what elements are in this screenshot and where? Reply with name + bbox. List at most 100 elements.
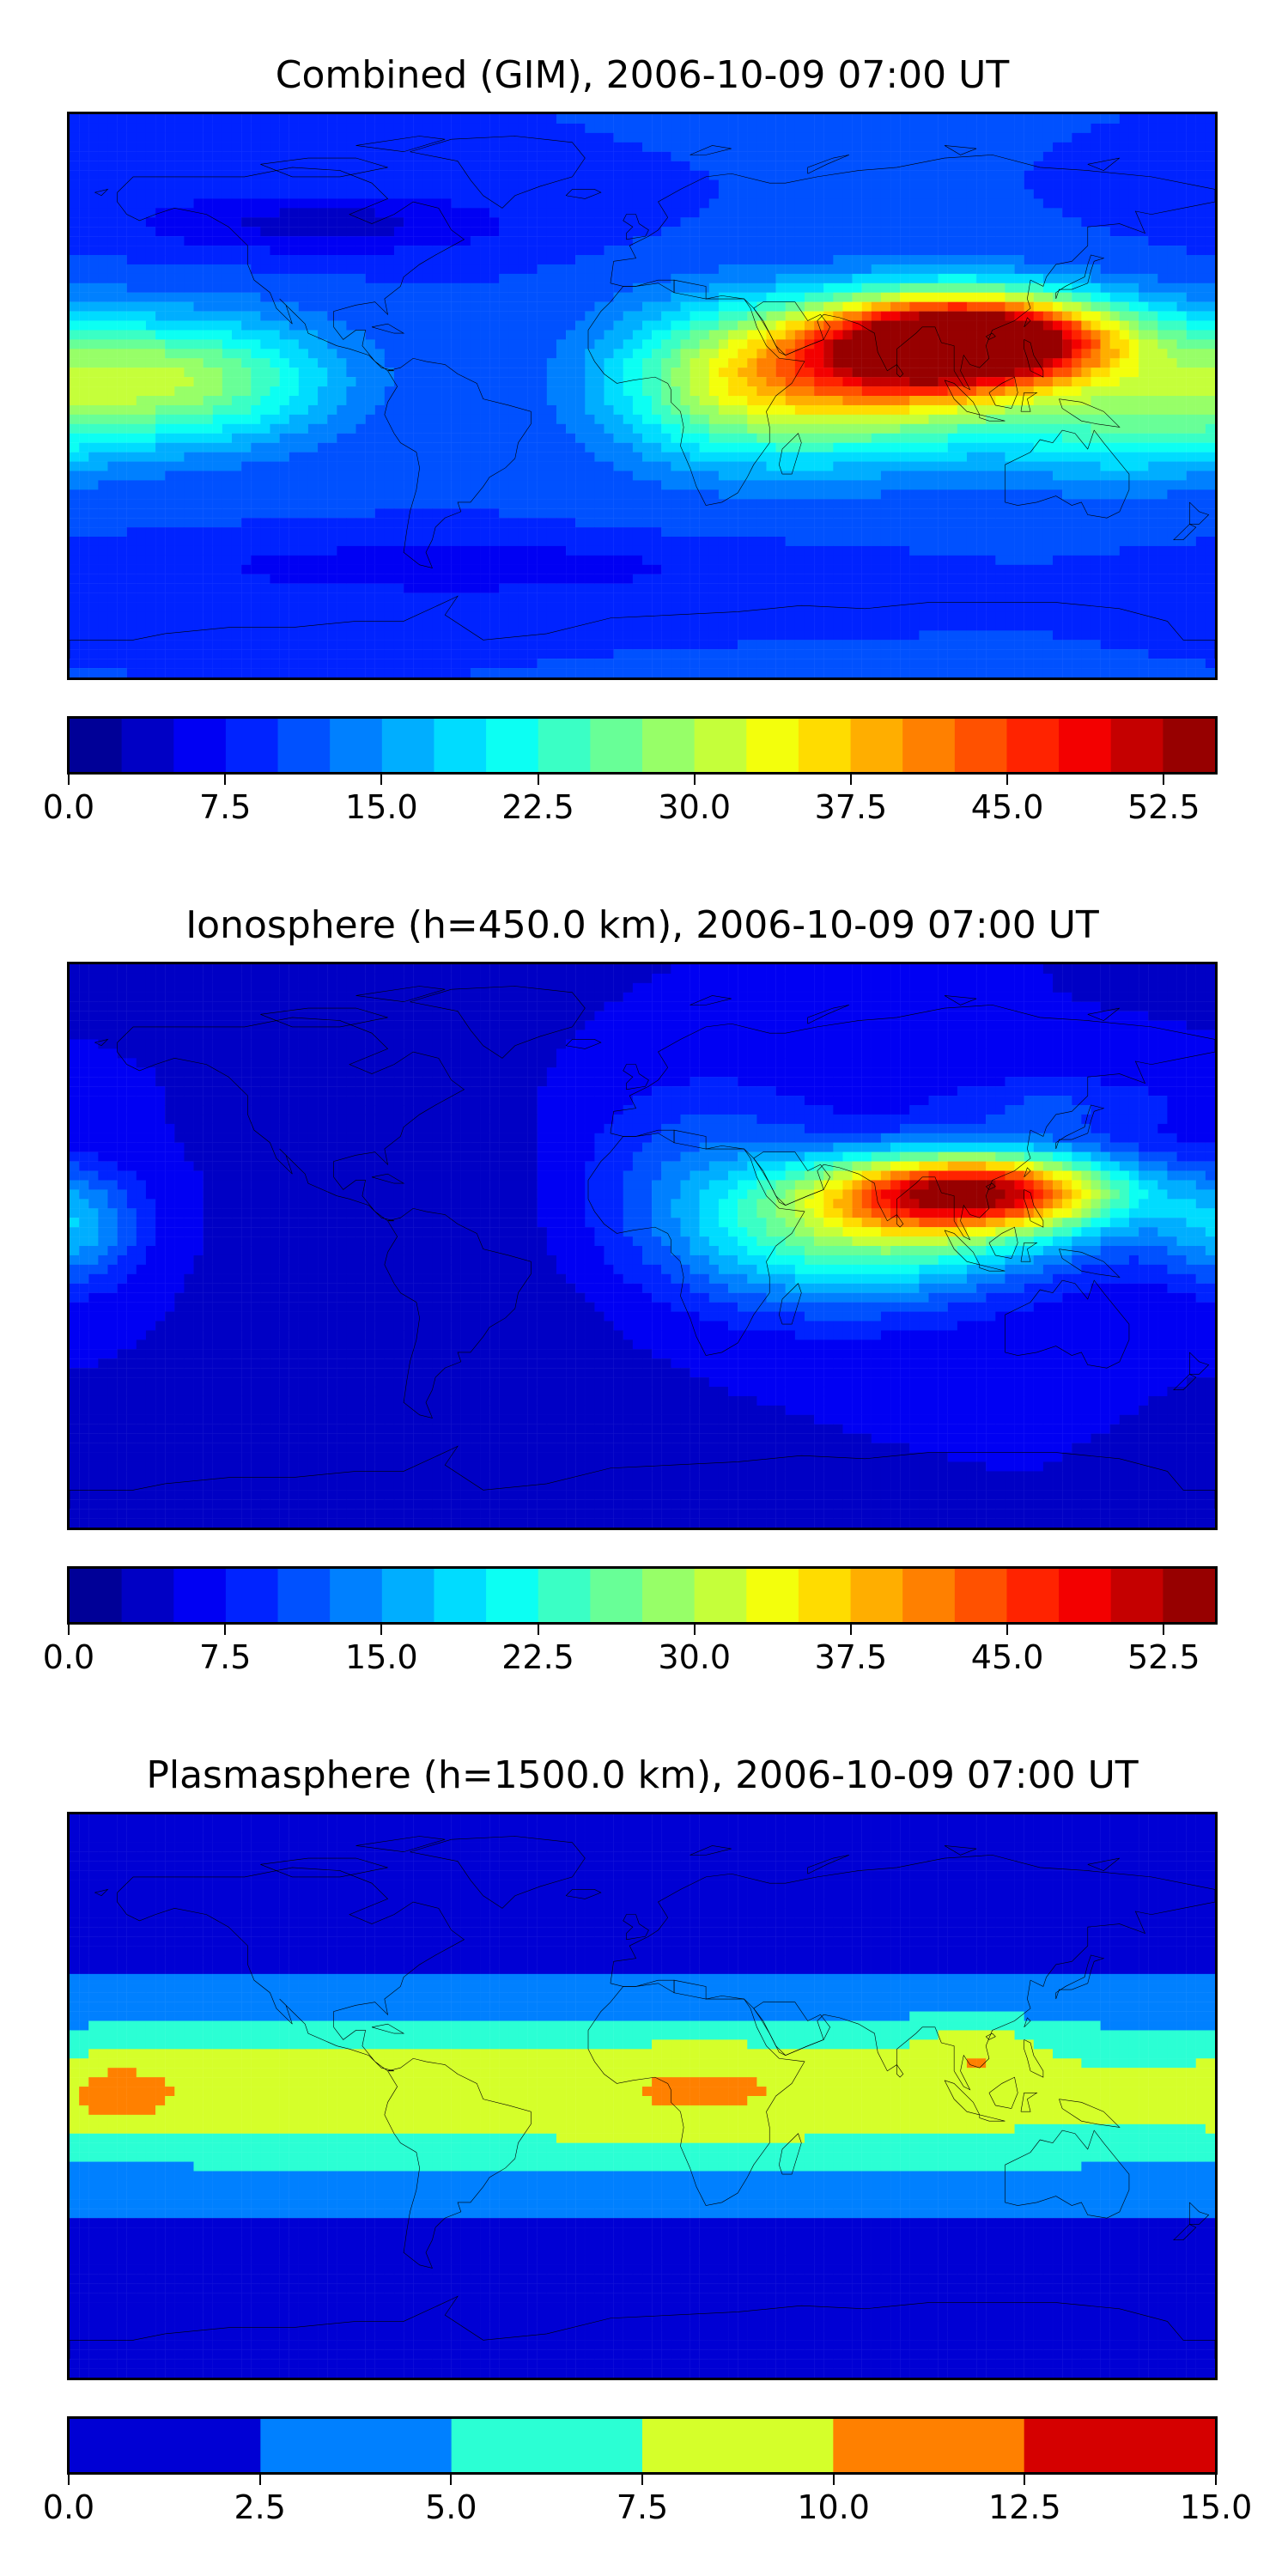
tec-map xyxy=(70,1814,1215,2378)
coastline xyxy=(808,1005,849,1024)
colorbar-level xyxy=(642,2419,834,2472)
coastline xyxy=(754,2002,830,2056)
colorbar-tick xyxy=(68,775,70,785)
coastlines xyxy=(70,1837,1215,2360)
coastline xyxy=(808,1855,849,1874)
coastline xyxy=(566,1039,601,1048)
colorbar-tick-label: 7.5 xyxy=(617,2488,668,2526)
coastline xyxy=(1189,502,1208,525)
colorbar-tick-label: 0.0 xyxy=(43,1638,94,1676)
colorbar xyxy=(67,716,1218,775)
colorbar-tick xyxy=(1163,1625,1165,1635)
map-frame xyxy=(67,962,1218,1530)
coastline xyxy=(1059,399,1119,428)
colorbar-tick-label: 15.0 xyxy=(345,788,418,826)
colorbar-level xyxy=(1110,1569,1163,1622)
colorbar-tick-label: 45.0 xyxy=(971,788,1044,826)
colorbar-tick xyxy=(68,2475,70,2485)
coastlines xyxy=(70,137,1215,659)
colorbar-level xyxy=(1110,719,1163,772)
coastline xyxy=(1005,2130,1129,2218)
colorbar-level xyxy=(850,1569,903,1622)
colorbar-level xyxy=(833,2419,1025,2472)
colorbar-level xyxy=(486,719,539,772)
colorbar-level xyxy=(1059,1569,1112,1622)
colorbar-tick xyxy=(1006,775,1009,785)
colorbar-tick-label: 2.5 xyxy=(234,2488,285,2526)
colorbar-tick-label: 15.0 xyxy=(1180,2488,1253,2526)
colorbar-tick xyxy=(258,2475,261,2485)
coastline xyxy=(779,1284,801,1324)
colorbar-level xyxy=(173,719,227,772)
coastline xyxy=(95,189,108,195)
coastline xyxy=(1024,1168,1030,1177)
coastline xyxy=(896,365,902,378)
colorbar-levels xyxy=(70,719,1215,772)
colorbar-tick-label: 7.5 xyxy=(199,788,251,826)
coastline xyxy=(1056,255,1104,299)
colorbar-ticks: 0.0 7.5 15.0 22.5 30.0 37.5 45.0 52.5 xyxy=(43,775,1218,826)
colorbar-tick-label: 45.0 xyxy=(971,1638,1044,1676)
colorbar-ticks: 0.0 2.5 5.0 7.5 10.0 12.5 15.0 xyxy=(43,2475,1252,2526)
coastline xyxy=(588,1980,805,2205)
coastline xyxy=(623,1915,649,1940)
map-title: Ionosphere (h=450.0 km), 2006-10-09 07:0… xyxy=(67,903,1218,947)
colorbar-level xyxy=(954,719,1008,772)
colorbar-tick xyxy=(1163,775,1165,785)
coastline xyxy=(588,280,805,505)
colorbar-level xyxy=(330,1569,383,1622)
colorbar-level xyxy=(277,1569,331,1622)
coastline xyxy=(588,1130,805,1355)
coastline xyxy=(385,358,531,568)
colorbar-level xyxy=(850,719,903,772)
map-title: Combined (GIM), 2006-10-09 07:00 UT xyxy=(67,53,1218,97)
coastline xyxy=(1021,1242,1037,1261)
colorbar-tick xyxy=(849,1625,852,1635)
coastline xyxy=(385,1208,531,1418)
colorbar-level xyxy=(70,2419,261,2472)
coastline xyxy=(260,158,387,177)
colorbar-tick-label: 12.5 xyxy=(988,2488,1061,2526)
coastline xyxy=(1189,2202,1208,2225)
coastline xyxy=(1005,1280,1129,1368)
coastline xyxy=(1024,339,1043,377)
colorbar-level xyxy=(225,1569,279,1622)
colorbar-tick xyxy=(832,2475,835,2485)
coastline xyxy=(1056,1105,1104,1149)
coastline xyxy=(980,1265,1005,1271)
coastline xyxy=(754,1152,830,1206)
coastline xyxy=(986,2033,995,2039)
coastline xyxy=(356,987,446,1002)
colorbar-tick-label: 10.0 xyxy=(797,2488,870,2526)
coastline xyxy=(945,145,976,155)
colorbar-tick-label: 52.5 xyxy=(1127,788,1200,826)
coastline xyxy=(372,1174,404,1183)
coastline xyxy=(410,137,585,209)
map-frame xyxy=(67,1812,1218,2380)
colorbar-level xyxy=(381,1569,435,1622)
coastline xyxy=(779,434,801,474)
colorbar-tick xyxy=(224,1625,227,1635)
colorbar-level xyxy=(70,1569,123,1622)
coastline xyxy=(372,2024,404,2033)
coastline xyxy=(1174,1374,1196,1389)
tec-field xyxy=(70,1814,1215,2378)
coastline xyxy=(1088,1858,1120,1871)
coastline xyxy=(1088,158,1120,171)
colorbar-level xyxy=(590,1569,643,1622)
coastline xyxy=(1024,318,1030,327)
colorbar-level xyxy=(260,2419,453,2472)
colorbar-level xyxy=(486,1569,539,1622)
colorbar-levels xyxy=(70,1569,1215,1622)
colorbar-ticks: 0.0 7.5 15.0 22.5 30.0 37.5 45.0 52.5 xyxy=(43,1625,1218,1676)
colorbar-level xyxy=(434,1569,487,1622)
colorbar-level xyxy=(1163,719,1215,772)
colorbar-tick-label: 37.5 xyxy=(815,1638,888,1676)
coastline xyxy=(1005,430,1129,518)
coastline xyxy=(1174,524,1196,539)
colorbar xyxy=(67,1566,1218,1625)
colorbar-tick-label: 22.5 xyxy=(501,788,574,826)
colorbar-level xyxy=(538,1569,591,1622)
colorbar-level xyxy=(1006,1569,1060,1622)
colorbar-level xyxy=(798,719,852,772)
